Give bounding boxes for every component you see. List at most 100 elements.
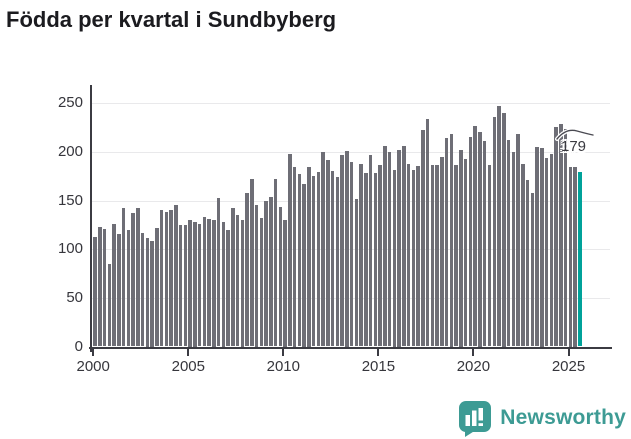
bar-2025-q1 [568,166,573,347]
bar-2023-q4 [544,157,549,347]
bar-2006-q3 [216,197,221,347]
bar-2017-q1 [416,165,420,347]
bar-2021-q3 [502,113,506,347]
bar-2013-q1 [340,154,344,347]
bar-2004-q1 [169,210,173,347]
bar-2003-q2 [155,227,159,347]
newsworthy-logo[interactable]: Newsworthy [457,400,626,437]
bar-2004-q4 [183,224,188,347]
bar-2001-q4 [126,229,131,347]
bar-2021-q1 [492,116,497,347]
x-axis-tick-2010 [282,348,285,356]
bar-2017-q2 [421,129,425,347]
bar-2002-q1 [131,213,135,347]
bar-2008-q2 [250,179,254,347]
bar-2008-q1 [245,192,249,347]
bar-2002-q4 [145,237,150,347]
bar-2019-q1 [454,164,458,347]
x-axis-label-2005: 2005 [171,357,205,375]
chart-title: Födda per kvartal i Sundbyberg [6,7,337,32]
bar-2016-q3 [406,163,411,347]
bar-2008-q3 [254,204,259,347]
bar-2006-q2 [212,220,216,347]
bar-2001-q1 [112,223,116,347]
x-axis-tick-2000 [92,348,95,356]
bar-2013-q3 [349,161,354,347]
bar-2000-q1 [93,236,97,347]
bar-2009-q1 [264,200,268,347]
bar-2000-q2 [98,226,102,347]
bar-2009-q3 [273,179,278,347]
x-axis-label-2020: 2020 [456,357,491,375]
bar-2009-q2 [269,196,273,347]
latest-value-label: 179 [561,138,587,155]
bar-2010-q3 [292,166,297,347]
bar-2010-q4 [297,174,302,347]
y-axis-line [90,85,92,352]
bar-2024-q3 [559,123,563,347]
bar-2019-q3 [463,158,468,347]
bar-2007-q4 [240,220,245,347]
bar-2024-q1 [549,153,554,347]
bar-2018-q3 [444,138,449,347]
bar-2011-q4 [316,172,321,347]
y-axis-label-0: 0 [74,337,83,355]
x-axis-tick-2025 [567,348,570,356]
bar-2004-q2 [174,205,178,347]
bar-2017-q3 [425,118,430,347]
bar-2025-q2 [573,166,577,347]
bar-2006-q4 [221,222,226,347]
bar-2005-q1 [188,220,192,347]
bar-2007-q3 [235,215,240,347]
bar-2016-q1 [397,150,401,347]
bar-2003-q4 [164,212,169,347]
bar-2018-q2 [440,156,444,347]
x-axis-label-2010: 2010 [266,357,300,375]
bar-2004-q3 [178,224,183,347]
x-axis-label-2015: 2015 [361,357,396,375]
bar-2019-q2 [459,150,463,347]
bar-2008-q4 [259,218,264,347]
bar-2015-q3 [387,151,392,347]
bar-2012-q1 [321,151,325,347]
y-axis-label-100: 100 [57,240,83,258]
x-axis-tick-2020 [472,348,475,356]
bar-2016-q2 [402,146,406,347]
bar-2018-q1 [435,164,439,347]
bar-2017-q4 [430,164,435,347]
bar-2015-q2 [383,146,387,347]
bar-2012-q3 [330,171,335,347]
bar-2005-q2 [193,222,197,347]
y-axis-label-250: 250 [57,94,83,112]
bar-2012-q4 [335,177,340,347]
bar-2020-q2 [478,131,482,347]
x-axis-tick-2005 [187,348,190,356]
x-axis-tick-2015 [377,348,380,356]
x-axis-line [89,346,612,349]
x-axis-label-2000: 2000 [76,357,110,375]
x-axis-label-2025: 2025 [551,357,586,375]
bar-2013-q4 [354,198,359,347]
bar-2014-q1 [359,163,363,347]
bar-2001-q3 [121,208,126,347]
bar-2023-q3 [540,148,544,347]
newsworthy-logo-icon [459,400,492,437]
bar-2019-q4 [468,137,473,347]
bar-2024-q2 [554,126,558,347]
y-axis-label-150: 150 [57,191,83,209]
bar-2021-q4 [506,140,511,347]
bar-2003-q1 [150,240,154,347]
bar-2023-q1 [530,192,535,347]
bar-2014-q2 [364,173,368,347]
bar-2000-q3 [102,228,107,347]
bar-2015-q1 [378,164,382,347]
bar-2015-q4 [392,169,397,347]
bar-2010-q2 [288,153,292,347]
bar-2013-q2 [345,151,349,347]
bar-2006-q1 [207,219,211,347]
bar-2003-q3 [159,210,164,347]
bar-2022-q2 [516,134,520,347]
bar-2014-q4 [373,173,378,347]
bar-2002-q2 [136,208,140,347]
bar-2014-q3 [368,154,373,347]
